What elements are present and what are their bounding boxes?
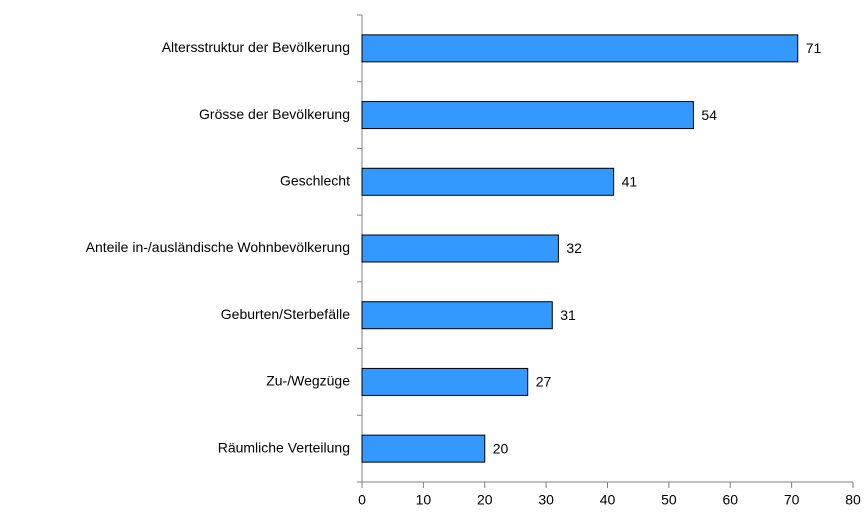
x-tick-label: 60 <box>722 492 738 508</box>
y-tick-label: Zu-/Wegzüge <box>266 373 350 389</box>
value-label: 71 <box>806 40 822 56</box>
value-label: 31 <box>560 307 576 323</box>
bar <box>361 367 529 396</box>
y-tick-label: Altersstruktur der Bevölkerung <box>162 39 350 55</box>
x-tick-label: 80 <box>845 492 861 508</box>
x-tick-label: 20 <box>477 492 493 508</box>
bar <box>361 434 486 463</box>
bar <box>361 101 694 130</box>
value-label: 20 <box>493 440 509 456</box>
x-tick-label: 0 <box>358 492 366 508</box>
x-tick-label: 10 <box>416 492 432 508</box>
x-tick-label: 40 <box>600 492 616 508</box>
x-tick-label: 70 <box>784 492 800 508</box>
x-tick-label: 50 <box>661 492 677 508</box>
bar <box>361 234 559 263</box>
value-label: 54 <box>701 107 717 123</box>
x-tick-label: 30 <box>538 492 554 508</box>
y-tick-label: Geburten/Sterbefälle <box>221 306 350 322</box>
value-label: 41 <box>622 173 638 189</box>
bar <box>361 167 615 196</box>
bar <box>361 301 553 330</box>
y-tick-label: Grösse der Bevölkerung <box>199 106 350 122</box>
value-label: 27 <box>536 374 552 390</box>
value-label: 32 <box>566 240 582 256</box>
y-tick-label: Anteile in-/ausländische Wohnbevölkerung <box>86 239 350 255</box>
y-tick-label: Geschlecht <box>280 172 350 188</box>
bar <box>361 34 799 63</box>
y-tick-label: Räumliche Verteilung <box>218 439 350 455</box>
